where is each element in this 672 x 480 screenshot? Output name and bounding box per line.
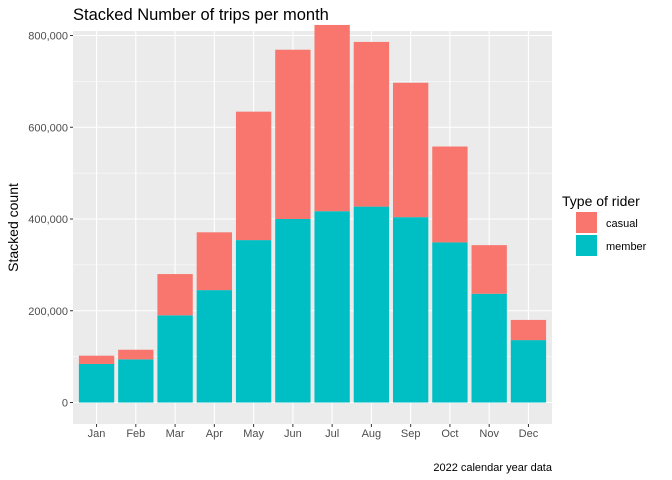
x-tick-label: Aug — [362, 428, 382, 440]
bar-casual-sep — [392, 82, 429, 218]
bar-casual-jan — [78, 355, 115, 364]
bar-member-feb — [118, 359, 154, 403]
y-tick-label: 200,000 — [28, 306, 68, 318]
bar-member-apr — [196, 290, 233, 403]
y-axis-title: Stacked count — [5, 183, 21, 272]
bar-casual-nov — [471, 245, 507, 294]
bars — [78, 24, 547, 403]
x-tick-label: Feb — [126, 428, 145, 440]
x-axis: Jan Feb Mar Apr May Jun Jul Aug Sep Oct Nov Dec — [88, 424, 539, 440]
legend-key-member — [576, 235, 597, 256]
y-tick-label: 600,000 — [28, 122, 68, 134]
y-tick-label: 0 — [62, 398, 68, 410]
bar-member-jul — [314, 211, 350, 403]
chart-caption: 2022 calendar year data — [433, 462, 553, 474]
x-tick-label: Dec — [519, 428, 539, 440]
x-tick-label: Jun — [284, 428, 302, 440]
bar-casual-feb — [118, 349, 154, 360]
bar-casual-jul — [314, 24, 350, 212]
bar-casual-may — [235, 111, 272, 241]
y-tick-label: 400,000 — [28, 214, 68, 226]
legend-title: Type of rider — [562, 193, 640, 209]
legend-key-casual — [576, 212, 597, 233]
bar-casual-aug — [353, 41, 390, 207]
chart-title: Stacked Number of trips per month — [73, 6, 329, 24]
bar-member-may — [235, 240, 272, 403]
x-tick-label: Jan — [88, 428, 106, 440]
legend-label-casual: casual — [606, 218, 638, 230]
y-axis: 0 200,000 400,000 600,000 800,000 — [28, 31, 73, 410]
x-tick-label: May — [243, 428, 264, 440]
bar-casual-mar — [157, 274, 193, 316]
bar-member-mar — [157, 315, 193, 403]
bar-casual-oct — [432, 146, 468, 243]
x-tick-label: Nov — [479, 428, 499, 440]
bar-member-oct — [432, 242, 468, 403]
bar-casual-jun — [275, 49, 311, 219]
legend-label-member: member — [606, 241, 647, 253]
bar-member-jun — [275, 219, 311, 403]
bar-member-aug — [353, 206, 390, 403]
bar-member-sep — [392, 217, 429, 403]
x-tick-label: Mar — [166, 428, 185, 440]
legend: Type of rider casual member — [562, 193, 647, 256]
bar-member-jan — [78, 363, 115, 403]
x-tick-label: Sep — [401, 428, 421, 440]
bar-member-nov — [471, 293, 507, 403]
bar-casual-dec — [510, 319, 547, 341]
x-tick-label: Oct — [441, 428, 458, 440]
bar-member-dec — [510, 340, 547, 403]
x-tick-label: Jul — [325, 428, 339, 440]
y-tick-label: 800,000 — [28, 31, 68, 43]
x-tick-label: Apr — [206, 428, 223, 440]
bar-casual-apr — [196, 232, 233, 291]
